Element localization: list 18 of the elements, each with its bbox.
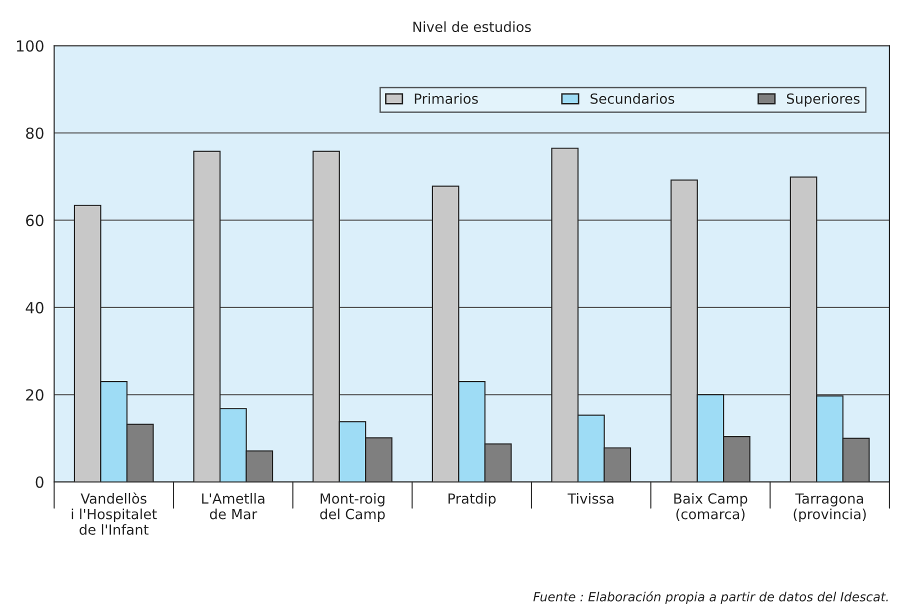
x-tick-label: Tivissa (568, 493, 614, 504)
y-tick-label: 0 (36, 476, 44, 488)
legend-label: Primarios (414, 93, 478, 104)
legend-label: Superiores (786, 93, 860, 107)
x-tick-label: Vandellòs i l'Hospitalet de l'Infant (72, 492, 157, 535)
y-tick-label: 60 (26, 214, 44, 226)
x-tick-label: Pratdip (448, 493, 496, 506)
y-tick-label: 40 (26, 302, 44, 314)
y-tick-label: 20 (26, 389, 44, 401)
legend-label: Secundarios (590, 93, 674, 104)
chart-title: Nivel de estudios (413, 21, 531, 32)
y-tick-label: 80 (26, 127, 44, 139)
x-tick-label: Mont-roig del Camp (320, 493, 385, 522)
x-tick-label: L'Ametlla de Mar (202, 493, 264, 520)
x-tick-label: Tarragona (provincia) (794, 493, 866, 522)
source-note: Fuente : Elaboración propia a partir de datos del Idescat. (533, 591, 888, 604)
y-tick-label: 100 (16, 40, 44, 52)
x-tick-label: Baix Camp (comarca) (674, 493, 748, 521)
